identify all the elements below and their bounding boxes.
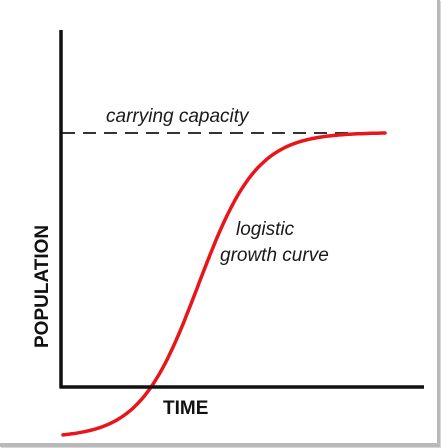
carrying-capacity-label: carrying capacity <box>106 106 250 127</box>
curve-label-line2: growth curve <box>220 245 329 266</box>
y-axis-title: POPULATION <box>32 225 53 348</box>
x-axis-title: TIME <box>163 398 208 419</box>
curve-label-line1: logistic <box>236 219 295 240</box>
logistic-growth-curve <box>61 131 387 437</box>
